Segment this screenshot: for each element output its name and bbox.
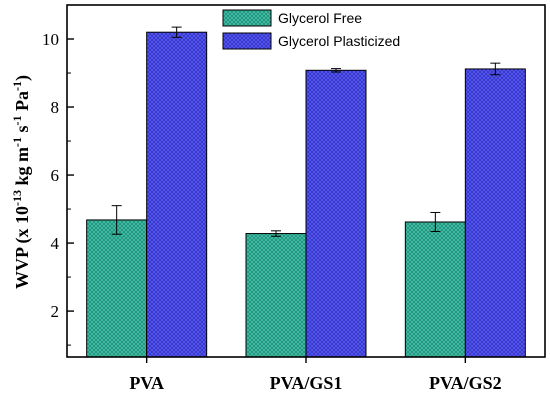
x-tick-label-pva: PVA — [129, 373, 164, 393]
error-bar-glycerol-free-pva-gs1 — [271, 230, 281, 237]
bar-glycerol-plasticized-pva — [146, 31, 208, 358]
legend-label-glycerol-plasticized: Glycerol Plasticized — [278, 33, 400, 49]
error-bar-glycerol-plasticized-pva-gs1 — [331, 68, 341, 73]
legend-swatch-glycerol-free — [222, 9, 272, 27]
bar-glycerol-free-pva — [86, 219, 148, 358]
x-tick-label-pva-gs2: PVA/GS2 — [429, 373, 502, 393]
y-axis: 2 4 6 8 10 — [42, 30, 74, 346]
x-tick-label-pva-gs1: PVA/GS1 — [270, 373, 343, 393]
y-tick-label-8: 8 — [51, 98, 60, 117]
y-tick-label-2: 2 — [51, 302, 60, 321]
y-tick-label-6: 6 — [51, 166, 60, 185]
y-tick-label-4: 4 — [51, 234, 60, 253]
bar-glycerol-free-pva-gs1 — [245, 233, 307, 358]
legend-swatch-glycerol-plasticized — [222, 32, 272, 50]
error-bar-glycerol-plasticized-pva-gs2 — [490, 62, 501, 76]
error-bar-glycerol-plasticized-pva — [171, 26, 182, 38]
legend-label-glycerol-free: Glycerol Free — [278, 10, 362, 26]
y-tick-label-10: 10 — [42, 30, 59, 49]
error-bar-glycerol-free-pva — [111, 205, 122, 235]
x-axis: PVA PVA/GS1 PVA/GS2 — [129, 357, 502, 393]
bar-glycerol-free-pva-gs2 — [404, 221, 466, 358]
bars-layer — [86, 31, 526, 358]
error-bars-layer — [111, 26, 501, 237]
bar-glycerol-plasticized-pva-gs2 — [464, 68, 526, 358]
bar-glycerol-plasticized-pva-gs1 — [305, 69, 367, 358]
error-bar-glycerol-free-pva-gs2 — [430, 211, 441, 233]
y-axis-label: WVP (x 10-13 kg m-1 s-1 Pa-1) — [10, 75, 33, 289]
legend: Glycerol Free Glycerol Plasticized — [222, 9, 400, 50]
